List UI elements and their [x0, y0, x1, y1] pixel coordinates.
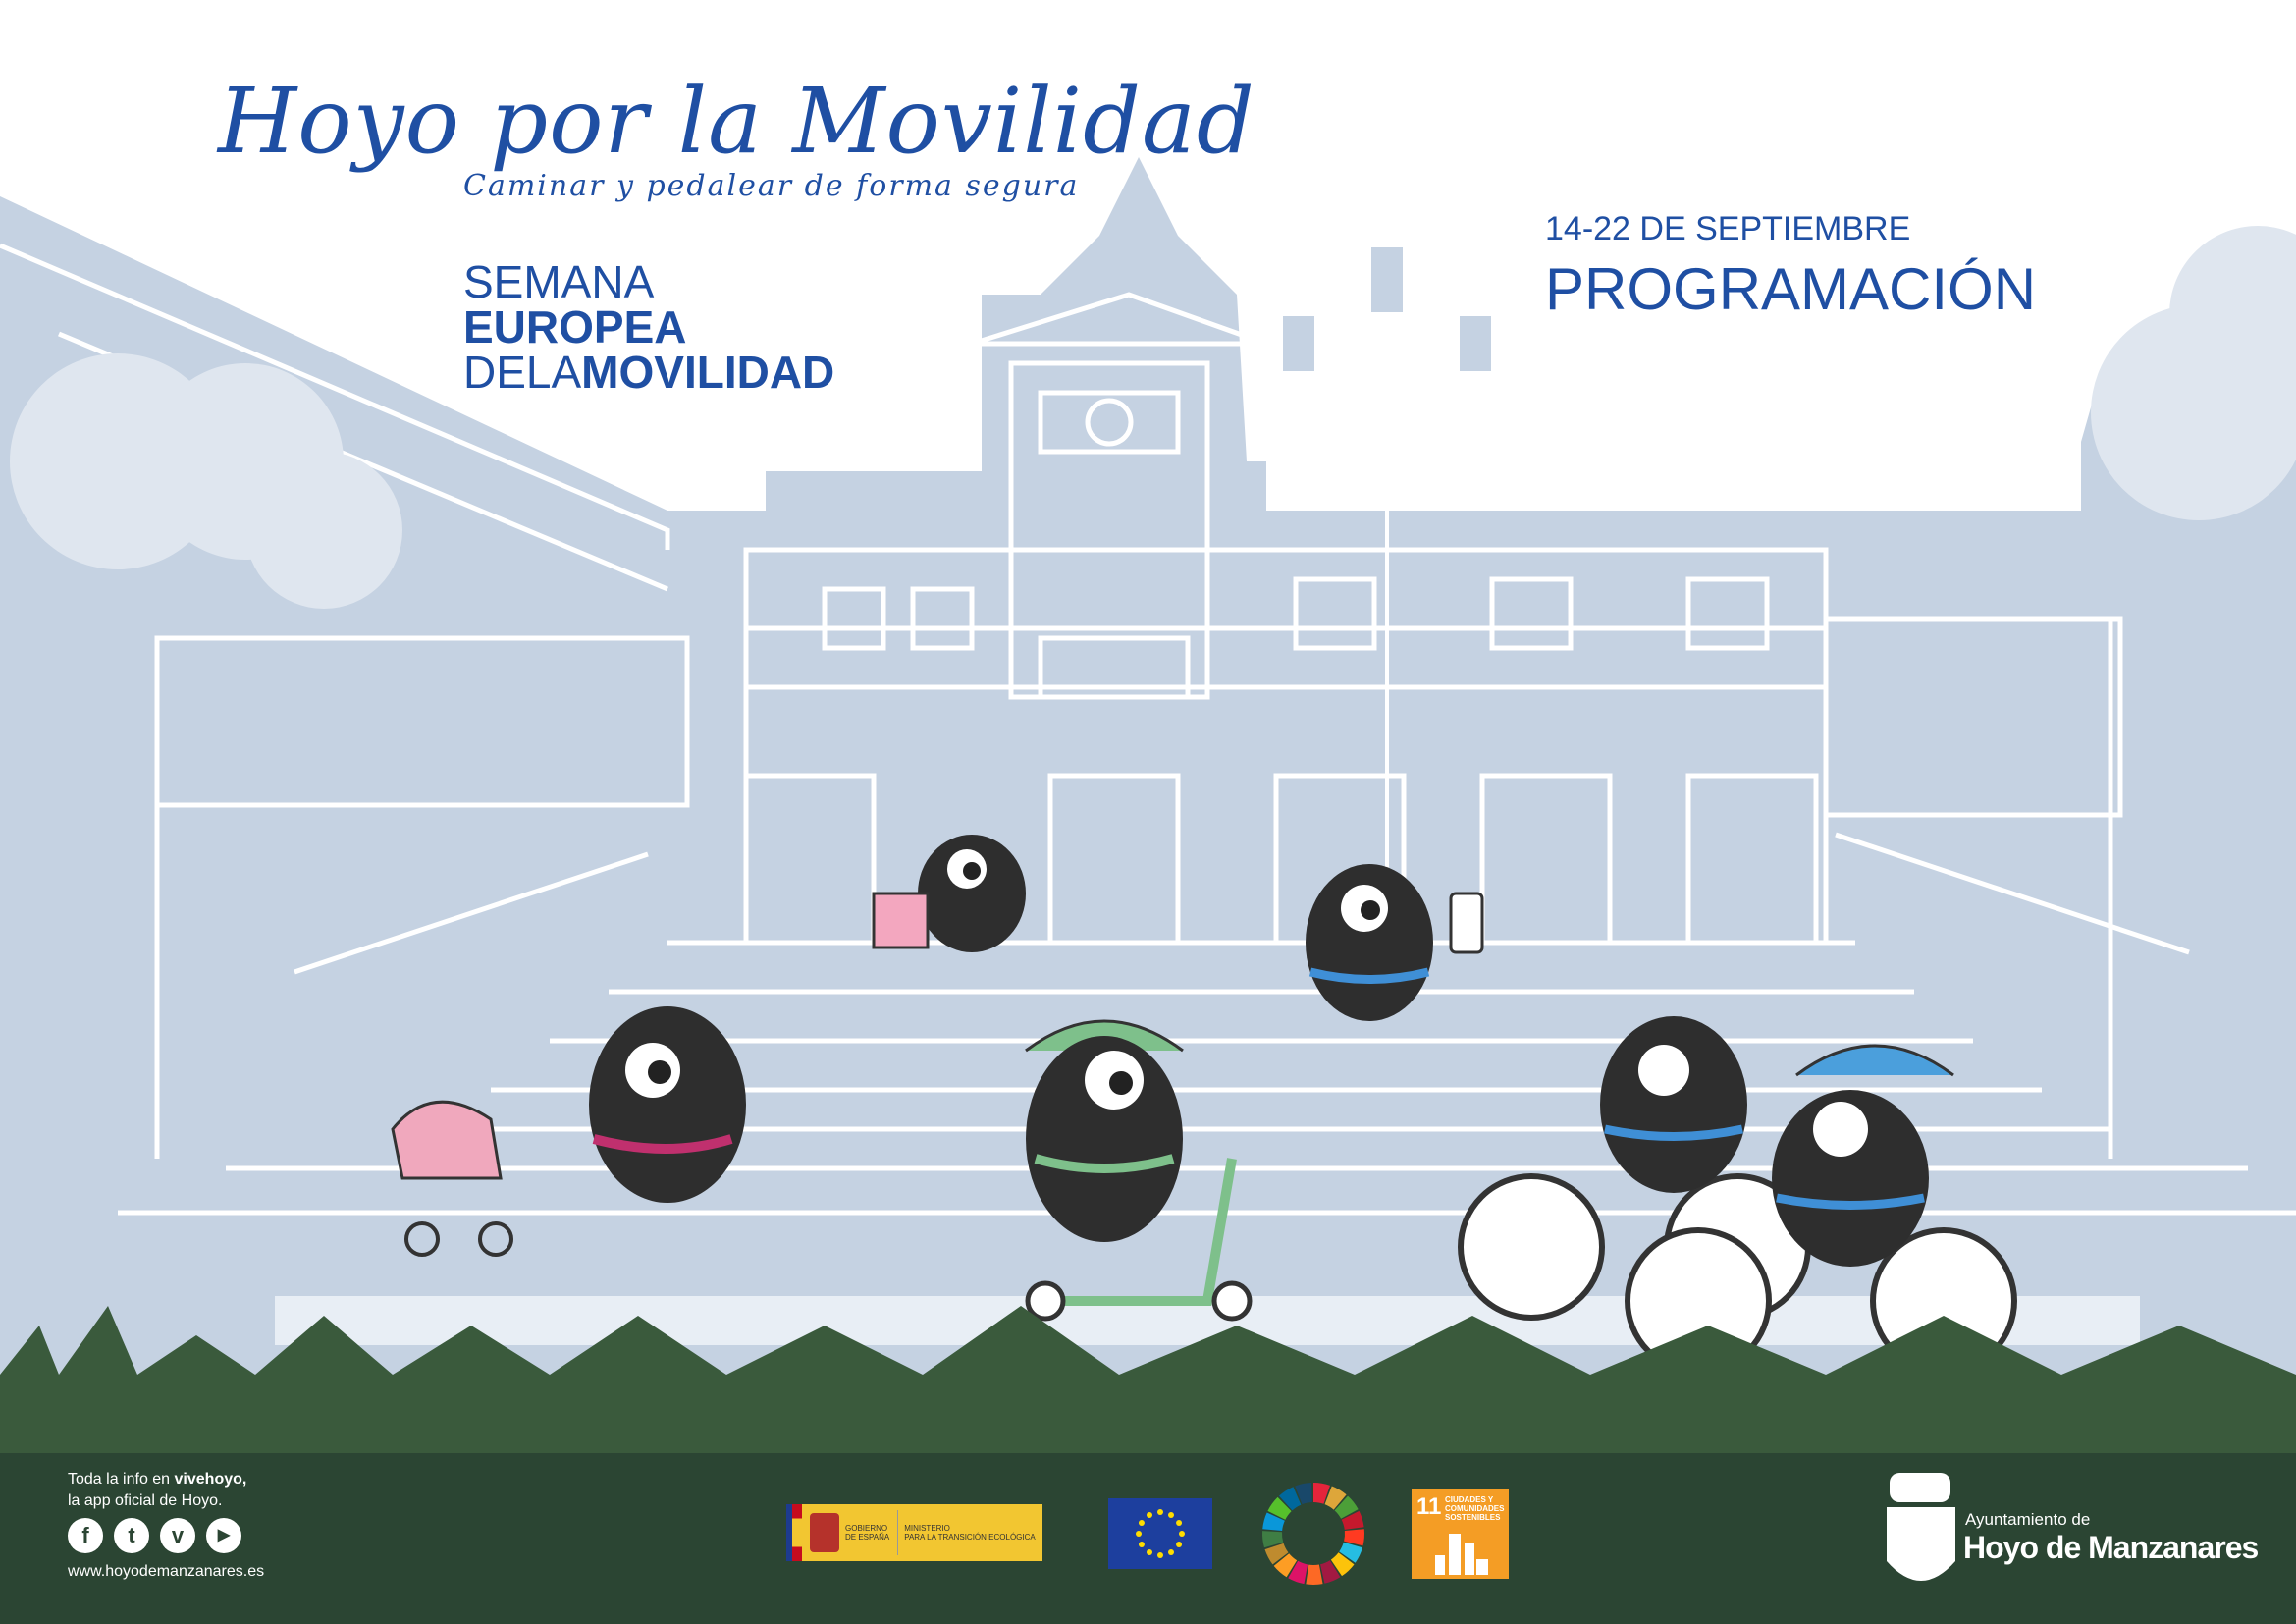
- sdg-wheel-segment: [1267, 1496, 1292, 1520]
- app-info: Toda la info en vivehoyo,: [68, 1471, 247, 1488]
- sdg-wheel-segment: [1273, 1553, 1298, 1578]
- character-mother-stroller: [391, 1006, 746, 1257]
- vivehoyo-link[interactable]: vivehoyo,: [174, 1471, 247, 1488]
- programacion-heading: PROGRAMACIÓN: [1545, 256, 2037, 322]
- character-walking-bag: [872, 835, 1026, 952]
- building-outlines: [0, 243, 2296, 1216]
- sdg-wheel-segment: [1341, 1510, 1364, 1530]
- eu-star: [1136, 1531, 1142, 1537]
- sdg-wheel-segment: [1330, 1552, 1355, 1577]
- sdg-wheel-logo: [1262, 1483, 1365, 1585]
- eu-flag-icon: [1108, 1498, 1212, 1569]
- eu-star: [1168, 1549, 1174, 1556]
- council-crest-icon: [1887, 1473, 1955, 1581]
- spain-flag-icon: [786, 1504, 802, 1561]
- logo-line2: EUROPEA: [463, 301, 687, 352]
- eu-star: [1168, 1511, 1174, 1518]
- facebook-icon[interactable]: f: [68, 1518, 103, 1553]
- sdg-wheel-segment: [1313, 1483, 1330, 1504]
- app-info-line2: la app oficial de Hoyo.: [68, 1492, 223, 1509]
- eu-star: [1138, 1520, 1145, 1526]
- sdg-wheel-segment: [1306, 1564, 1323, 1585]
- logo-line3: DELAMOVILIDAD: [463, 347, 835, 398]
- sdg-wheel-segment: [1262, 1512, 1285, 1532]
- website-link[interactable]: www.hoyodemanzanares.es: [68, 1563, 265, 1580]
- sdg-wheel-segment: [1288, 1560, 1308, 1585]
- spain-government-logo: GOBIERNO DE ESPAÑA MINISTERIO PARA LA TRAN…: [786, 1504, 1042, 1561]
- coat-of-arms-icon: [810, 1513, 839, 1552]
- twitter-icon[interactable]: t: [114, 1518, 149, 1553]
- council-name-line2: Hoyo de Manzanares: [1963, 1530, 2259, 1565]
- street-lamp: [1279, 244, 1495, 884]
- city-icon: [1435, 1534, 1488, 1575]
- sdg-wheel-segment: [1324, 1486, 1347, 1510]
- youtube-icon[interactable]: ▶: [206, 1518, 241, 1553]
- page-title: Hoyo por la Movilidad: [218, 69, 1255, 174]
- sdg-wheel-segment: [1339, 1542, 1363, 1563]
- eu-star: [1157, 1552, 1163, 1558]
- character-scooter: [1025, 1019, 1253, 1322]
- sdg-wheel-segment: [1344, 1529, 1365, 1546]
- sdg-wheel-segment: [1334, 1495, 1359, 1519]
- character-phone: [1306, 864, 1484, 1021]
- eu-star: [1147, 1549, 1152, 1556]
- vimeo-icon[interactable]: v: [160, 1518, 195, 1553]
- ministry-text: MINISTERIO PARA LA TRANSICIÓN ECOLÓGICA: [904, 1524, 1036, 1542]
- eu-star: [1157, 1509, 1163, 1515]
- gov-text: GOBIERNO DE ESPAÑA: [845, 1524, 890, 1542]
- semana-europea-logo: SEMANA EUROPEA DELAMOVILIDAD: [463, 259, 834, 395]
- logo-line1: SEMANA: [463, 256, 655, 307]
- tree-right: [2091, 226, 2296, 520]
- eu-star: [1179, 1531, 1185, 1537]
- council-name-line1: Ayuntamiento de: [1965, 1510, 2091, 1529]
- eu-star: [1147, 1511, 1152, 1518]
- sdg-wheel-segment: [1320, 1560, 1341, 1584]
- page-subtitle: Caminar y pedalear de forma segura: [463, 169, 1080, 203]
- sdg11-logo: 11 CIUDADES Y COMUNIDADES SOSTENIBLES: [1412, 1489, 1509, 1579]
- sdg-wheel-segment: [1278, 1487, 1302, 1511]
- event-dates: 14-22 DE SEPTIEMBRE: [1545, 210, 1911, 247]
- sdg-wheel-segment: [1295, 1483, 1312, 1505]
- tree-left: [10, 353, 402, 609]
- eu-star: [1176, 1542, 1183, 1547]
- eu-star: [1176, 1520, 1183, 1526]
- sdg-wheel-segment: [1262, 1531, 1284, 1548]
- sdg-wheel-segment: [1264, 1543, 1289, 1565]
- eu-star: [1138, 1542, 1145, 1547]
